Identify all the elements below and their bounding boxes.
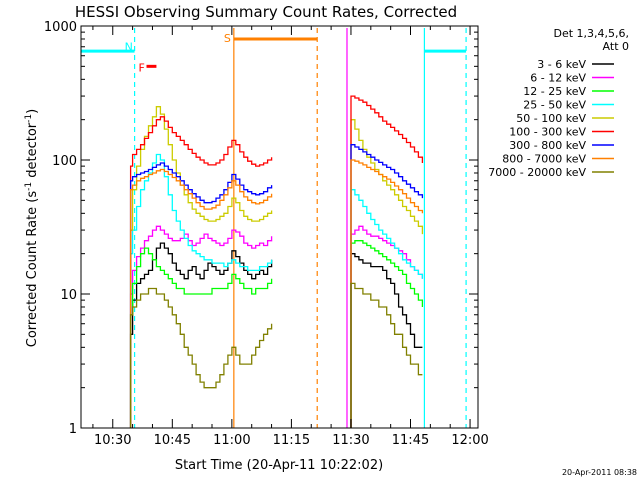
series-line bbox=[129, 168, 273, 428]
plot-frame bbox=[80, 25, 479, 429]
x-tick-label: 11:45 bbox=[392, 433, 429, 448]
series-line bbox=[129, 162, 273, 428]
y-tick-label: 1000 bbox=[44, 20, 77, 35]
legend-label: 7000 - 20000 keV bbox=[488, 166, 586, 179]
x-tick-label: 12:00 bbox=[451, 433, 488, 448]
y-tick-label: 100 bbox=[52, 154, 77, 169]
legend-label: 3 - 6 keV bbox=[537, 58, 586, 71]
y-axis-label-mid: detector bbox=[25, 122, 40, 182]
series-line bbox=[129, 242, 273, 428]
legend-title-line2: Att 0 bbox=[603, 40, 629, 53]
flag-label: N bbox=[125, 41, 133, 54]
series-line bbox=[129, 225, 273, 428]
series-line bbox=[350, 159, 424, 428]
legend-label: 50 - 100 keV bbox=[516, 112, 586, 125]
flag-label: F bbox=[139, 61, 145, 74]
x-tick-label: 11:15 bbox=[273, 433, 310, 448]
series-line bbox=[350, 95, 424, 428]
legend-label: 100 - 300 keV bbox=[509, 126, 586, 139]
legend-label: 25 - 50 keV bbox=[523, 99, 586, 112]
legend-label: 6 - 12 keV bbox=[530, 72, 586, 85]
y-axis-label-sup1: -1 bbox=[24, 182, 34, 191]
x-tick-label: 10:30 bbox=[94, 433, 131, 448]
legend-label: 300 - 800 keV bbox=[509, 139, 586, 152]
y-axis-label-end: ) bbox=[25, 109, 40, 114]
x-tick-label: 11:00 bbox=[213, 433, 250, 448]
series-line bbox=[129, 153, 273, 428]
series-line bbox=[129, 247, 273, 428]
series-line bbox=[350, 253, 423, 428]
series-line bbox=[350, 144, 424, 428]
legend-label: 800 - 7000 keV bbox=[502, 153, 586, 166]
legend-label: 12 - 25 keV bbox=[523, 85, 586, 98]
series-line bbox=[350, 282, 423, 428]
y-tick-label: 1 bbox=[69, 422, 77, 437]
y-axis-label: Corrected Count Rate (s-1 detector-1) bbox=[24, 109, 40, 347]
footer-date: 20-Apr-2011 08:38 bbox=[562, 468, 637, 477]
y-axis-label-main: Corrected Count Rate (s bbox=[25, 191, 40, 348]
y-axis-label-sup2: -1 bbox=[24, 114, 34, 123]
flag-label: S bbox=[224, 32, 231, 45]
legend-title-line1: Det 1,3,4,5,6, bbox=[553, 27, 629, 40]
plot-area: NF S bbox=[81, 28, 467, 428]
axes: 10:30 10:45 11:00 11:15 11:30 11:45 12:00 1 10 10… bbox=[44, 20, 489, 448]
series-line bbox=[129, 116, 273, 428]
y-tick-label: 10 bbox=[60, 288, 77, 303]
chart-title: HESSI Observing Summary Count Rates, Cor… bbox=[75, 3, 457, 21]
series-line bbox=[350, 189, 424, 428]
x-tick-label: 11:30 bbox=[332, 433, 369, 448]
series-line bbox=[129, 106, 273, 428]
x-axis-label: Start Time (20-Apr-11 10:22:02) bbox=[175, 458, 383, 473]
series-line bbox=[350, 240, 424, 428]
series-line bbox=[350, 119, 424, 428]
series-line bbox=[129, 287, 273, 428]
x-tick-label: 10:45 bbox=[154, 433, 191, 448]
